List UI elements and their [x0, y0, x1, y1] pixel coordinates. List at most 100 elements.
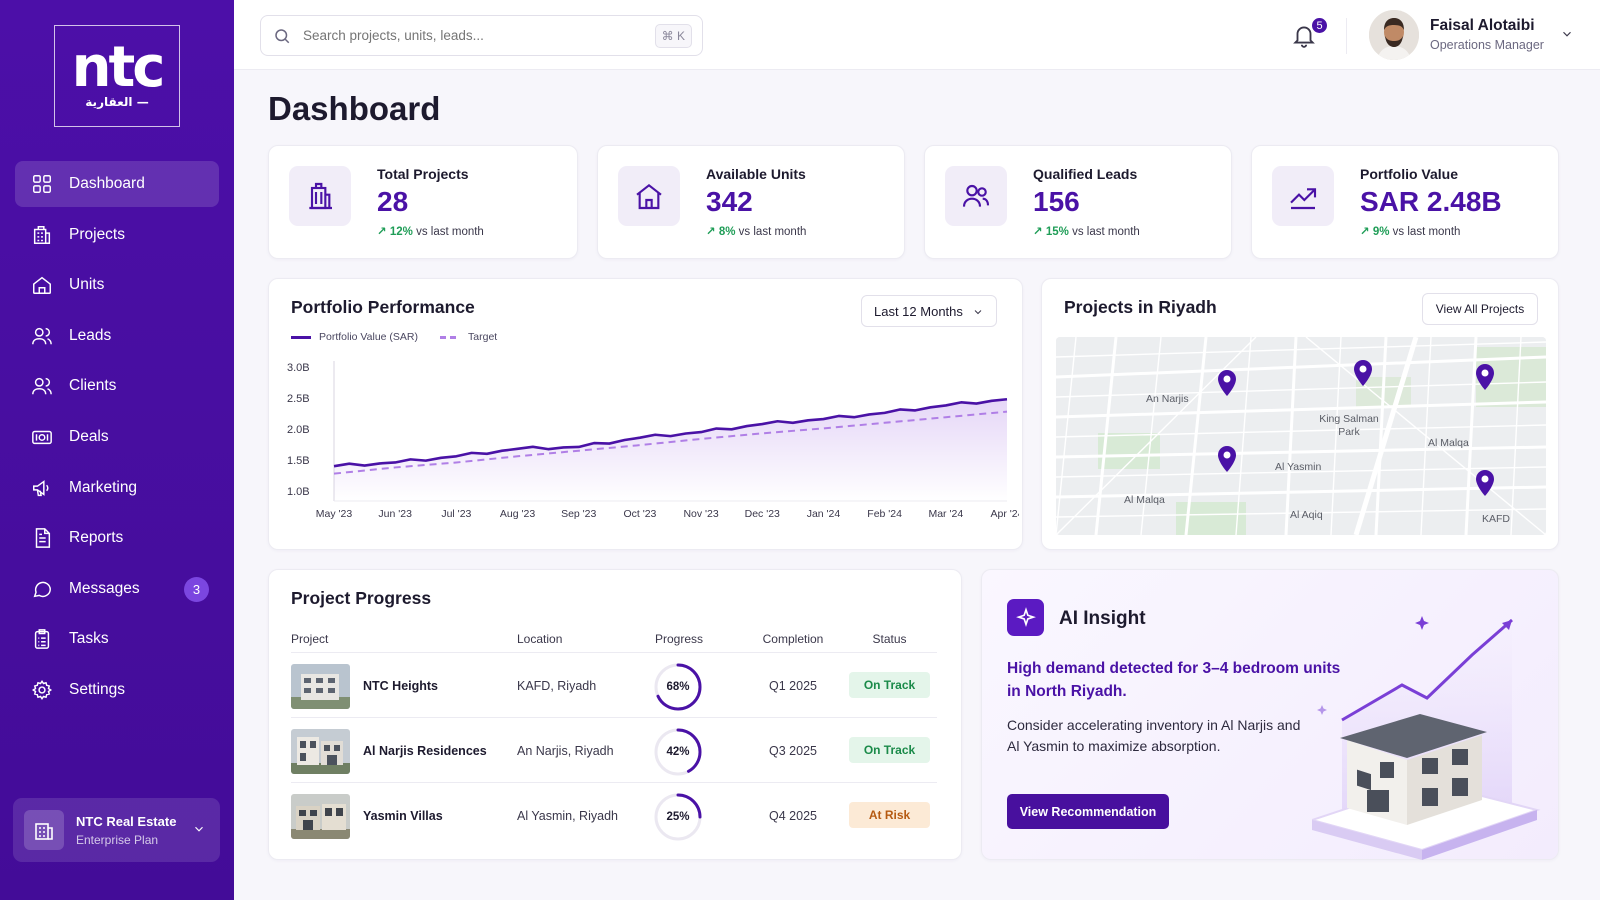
y-tick-label: 1.0B — [287, 486, 310, 498]
table-row[interactable]: Yasmin Villas Al Yasmin, Riyadh 25% Q4 2… — [291, 782, 937, 847]
kpi-card-qualified-leads: Qualified Leads 156 ↗ 15% vs last month — [924, 145, 1232, 259]
project-progress-card: Project Progress Project Location Progre… — [268, 569, 962, 860]
status-badge: On Track — [849, 672, 930, 698]
sidebar-item-label: Dashboard — [69, 175, 145, 192]
sidebar-item-projects[interactable]: Projects — [15, 212, 219, 258]
sidebar-item-label: Reports — [69, 529, 124, 547]
series-area — [334, 399, 1007, 501]
project-name: Yasmin Villas — [363, 809, 443, 823]
map-pin-icon[interactable] — [1475, 364, 1495, 390]
completion-date: Q3 2025 — [769, 744, 817, 758]
kpi-value: 156 — [1033, 186, 1080, 217]
legend-swatch — [291, 335, 311, 339]
ai-insight-title: AI Insight — [1059, 608, 1146, 629]
legend-label: Portfolio Value (SAR) — [319, 331, 419, 343]
progress-ring — [654, 663, 702, 711]
sidebar-item-deals[interactable]: Deals — [15, 414, 219, 460]
sparkle-icon — [1007, 599, 1044, 636]
section-title: Projects in Riyadh — [1064, 297, 1217, 317]
ai-insight-body: Consider accelerating inventory in Al Na… — [1007, 717, 1301, 754]
building-icon — [24, 810, 64, 850]
kpi-change-suffix: vs last month — [738, 226, 807, 238]
project-location: An Narjis, Riyadh — [517, 744, 614, 758]
kpi-change: ↗ 8% vs last month — [706, 224, 806, 238]
map-label: Al Yasmin — [1275, 461, 1322, 473]
main-nav: Dashboard Projects Units Leads Clients D… — [15, 161, 219, 718]
sidebar-item-clients[interactable]: Clients — [15, 363, 219, 409]
chart-legend: Portfolio Value (SAR) Target — [291, 331, 497, 343]
search-input[interactable] — [303, 28, 633, 43]
view-all-projects-button[interactable]: View All Projects — [1422, 293, 1538, 325]
sidebar-item-leads[interactable]: Leads — [15, 313, 219, 359]
sidebar-item-marketing[interactable]: Marketing — [15, 465, 219, 511]
notification-badge: 5 — [1310, 16, 1329, 35]
view-recommendation-button[interactable]: View Recommendation — [1007, 794, 1169, 829]
users-icon — [945, 166, 1007, 226]
x-tick-label: Mar '24 — [928, 508, 963, 520]
kpi-change-value: 15% — [1045, 226, 1069, 238]
map-pin-icon[interactable] — [1475, 470, 1495, 496]
range-select[interactable]: Last 12 Months — [861, 295, 997, 327]
sidebar-item-label: Settings — [69, 680, 126, 698]
messages-count-badge: 3 — [184, 576, 209, 602]
map-label: KAFD — [1482, 513, 1511, 525]
column-header: Status — [872, 632, 907, 646]
avatar[interactable] — [1369, 10, 1419, 60]
map-pin-icon[interactable] — [1217, 446, 1237, 472]
gear-icon — [31, 679, 53, 701]
kpi-value: SAR 2.48B — [1360, 186, 1502, 217]
house-growth-illustration — [1312, 616, 1541, 860]
project-thumbnail — [291, 794, 350, 839]
project-thumbnail — [291, 664, 350, 709]
column-header: Progress — [655, 632, 704, 646]
trend-up-icon: ↗ — [377, 226, 390, 238]
sidebar: ntc العقارية — Dashboard Projects Units … — [0, 0, 234, 900]
progress-ring — [654, 793, 702, 841]
table-row[interactable]: NTC Heights KAFD, Riyadh 68% Q1 2025 On … — [291, 652, 937, 717]
sidebar-item-label: Tasks — [69, 630, 109, 648]
progress-ring-fill — [654, 793, 702, 841]
column-header: Location — [517, 632, 563, 646]
sidebar-item-settings[interactable]: Settings — [15, 667, 219, 713]
section-title: Portfolio Performance — [291, 297, 475, 317]
series-line-portfolio — [333, 397, 1008, 468]
search-shortcut: ⌘ K — [654, 24, 692, 48]
company-logo[interactable]: ntc العقارية — — [54, 25, 180, 127]
document-icon — [31, 527, 53, 549]
map-label: King Salman Park — [1319, 413, 1379, 438]
sidebar-item-label: Clients — [69, 377, 117, 395]
map-label: An Narjis — [1146, 393, 1189, 405]
ai-insight-headline: High demand detected for 3–4 bedroom uni… — [1007, 660, 1341, 700]
page-title: Dashboard — [268, 90, 441, 127]
trend-up-icon — [1272, 166, 1334, 226]
x-tick-label: Aug '23 — [500, 508, 535, 520]
chevron-down-icon[interactable] — [1560, 27, 1574, 41]
sidebar-item-tasks[interactable]: Tasks — [15, 616, 219, 662]
riyadh-map[interactable]: An Narjis King Salman Park Al Malqa Al Y… — [1056, 337, 1546, 535]
map-pin-icon[interactable] — [1217, 370, 1237, 396]
sidebar-item-units[interactable]: Units — [15, 262, 219, 308]
sidebar-item-label: Projects — [69, 225, 125, 243]
table-row[interactable]: Al Narjis Residences An Narjis, Riyadh 4… — [291, 717, 937, 782]
org-switcher[interactable]: NTC Real Estate Enterprise Plan — [13, 798, 220, 862]
users-icon — [31, 325, 53, 347]
sidebar-item-messages[interactable]: Messages 3 — [15, 566, 219, 612]
map-streets — [1056, 337, 1546, 535]
topbar: ⌘ K 5 Faisal Alotaibi Operations Manager — [234, 0, 1600, 70]
sidebar-item-reports[interactable]: Reports — [15, 515, 219, 561]
chevron-down-icon — [195, 826, 203, 832]
building-icon — [289, 166, 351, 226]
kpi-change: ↗ 15% vs last month — [1033, 224, 1140, 238]
sidebar-item-dashboard[interactable]: Dashboard — [15, 161, 219, 207]
bell-icon[interactable] — [1291, 22, 1317, 48]
x-tick-label: Feb '24 — [867, 508, 902, 520]
home-icon — [31, 274, 53, 296]
search-box[interactable]: ⌘ K — [260, 15, 703, 56]
completion-date: Q4 2025 — [769, 809, 817, 823]
logo-subtext: العقارية — — [85, 95, 149, 109]
map-pin-icon[interactable] — [1353, 360, 1373, 386]
x-tick-label: Oct '23 — [623, 508, 656, 520]
logo-text: ntc — [71, 35, 166, 100]
x-tick-label: Nov '23 — [683, 508, 718, 520]
kpi-value: 342 — [706, 186, 753, 217]
